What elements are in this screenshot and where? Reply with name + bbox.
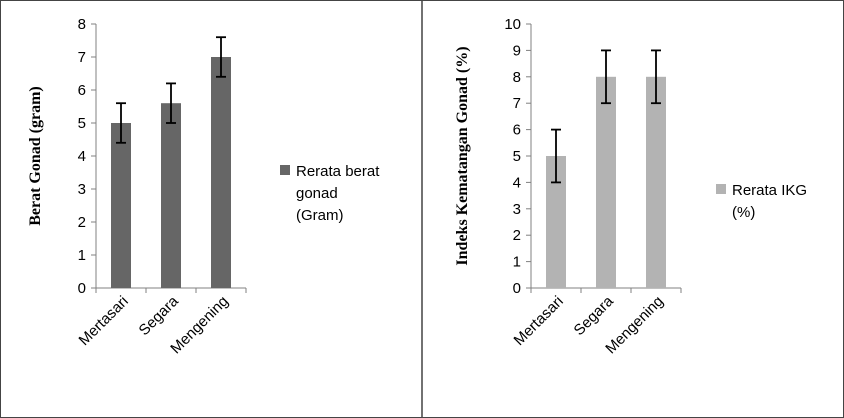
chart2-y-tick-label: 8 xyxy=(513,69,521,86)
chart2-y-tick-label: 5 xyxy=(513,148,521,165)
chart1-y-tick-label: 8 xyxy=(78,16,86,33)
chart1-y-tick-label: 0 xyxy=(78,280,86,297)
chart1-y-tick-label: 6 xyxy=(78,82,86,99)
chart1-y-tick-label: 7 xyxy=(78,49,86,66)
chart2-y-tick-label: 9 xyxy=(513,42,521,59)
chart2-y-tick-label: 3 xyxy=(513,201,521,218)
chart2-category-label-1: Mertasari xyxy=(511,293,567,349)
chart2-y-tick-label: 1 xyxy=(513,254,521,271)
chart1-category-label-1: Mertasari xyxy=(76,293,132,349)
chart1-y-axis-title: Berat Gonad (gram) xyxy=(27,86,44,226)
chart2-bar-1 xyxy=(546,156,566,288)
chart2-y-tick-label: 7 xyxy=(513,95,521,112)
chart1-legend-label-line-2: gonad xyxy=(296,185,338,202)
chart1-y-tick-label: 1 xyxy=(78,247,86,264)
chart1-legend-swatch xyxy=(280,165,290,175)
chart1-bar-3 xyxy=(211,57,231,288)
chart2-y-tick-label: 0 xyxy=(513,280,521,297)
chart1-y-tick-label: 4 xyxy=(78,148,86,165)
chart2-y-tick-label: 2 xyxy=(513,227,521,244)
chart1-y-tick-label: 3 xyxy=(78,181,86,198)
chart2-bar-3 xyxy=(646,76,666,288)
chart2-bar-2 xyxy=(596,76,616,288)
chart1-legend-label-line-3: (Gram) xyxy=(296,207,344,224)
chart2-legend-label-line-1: Rerata IKG xyxy=(732,182,807,199)
chart2-y-tick-label: 4 xyxy=(513,174,521,191)
chart2-y-axis-title: Indeks Kematangan Gonad (%) xyxy=(454,46,471,265)
chart2-category-label-2: Segara xyxy=(571,292,618,339)
chart2-legend-label-line-2: (%) xyxy=(732,204,755,221)
chart1-category-label-2: Segara xyxy=(136,292,183,339)
chart1-legend-label-line-1: Rerata berat xyxy=(296,163,380,180)
chart2-legend-swatch xyxy=(716,184,726,194)
chart1-bar-2 xyxy=(161,103,181,288)
chart1-bar-1 xyxy=(111,123,131,288)
chart1-y-tick-label: 5 xyxy=(78,115,86,132)
chart2-y-tick-label: 10 xyxy=(504,16,521,33)
chart1-y-tick-label: 2 xyxy=(78,214,86,231)
chart2-y-tick-label: 6 xyxy=(513,122,521,139)
